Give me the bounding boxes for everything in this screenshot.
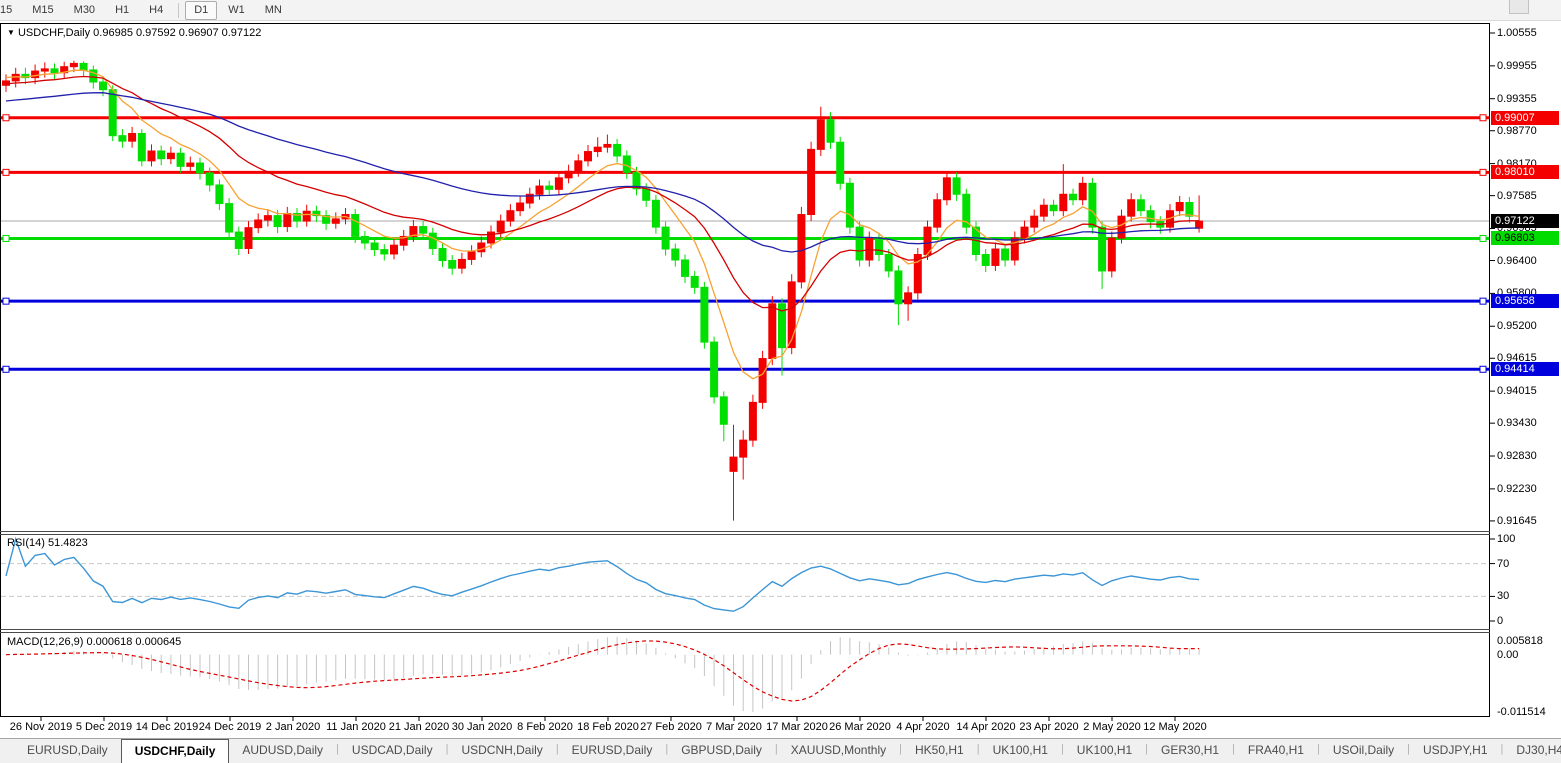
tab-divider: | <box>1500 743 1504 755</box>
timeframe-h1[interactable]: H1 <box>115 3 130 16</box>
timeframe-m30[interactable]: M30 <box>73 3 96 16</box>
tab-dj30-h4[interactable]: DJ30,H4 <box>1516 743 1561 757</box>
macd-histogram <box>15 637 1200 712</box>
toolbar-separator <box>178 2 180 18</box>
horizontal-line-objects[interactable] <box>1 114 1489 373</box>
ma-slow-line <box>5 92 1200 253</box>
tab-eurusd-daily[interactable]: EURUSD,Daily <box>571 743 653 757</box>
tab-divider: | <box>976 743 980 755</box>
tab-divider: | <box>899 743 902 755</box>
chart-tab-bar: EURUSD,Daily USDCHF,Daily AUDUSD,Daily | USD… <box>0 738 1561 763</box>
timeframe-mn[interactable]: MN <box>264 3 282 16</box>
tab-hk50-h1[interactable]: HK50,H1 <box>915 743 964 757</box>
tab-divider: | <box>774 743 778 755</box>
tab-uk100-h1[interactable]: UK100,H1 <box>992 743 1048 757</box>
candlestick-series <box>2 60 1204 521</box>
tab-divider: | <box>1407 743 1411 755</box>
tab-divider: | <box>1060 743 1064 755</box>
tab-ger30-h1[interactable]: GER30,H1 <box>1161 743 1220 757</box>
timeframe-h4[interactable]: H4 <box>149 3 164 16</box>
macd-signal-line <box>5 640 1200 702</box>
tab-xauusd-monthly[interactable]: XAUUSD,Monthly <box>790 743 887 757</box>
tab-divider: | <box>336 743 339 755</box>
tab-divider: | <box>665 743 669 755</box>
tab-usdchf-daily[interactable]: USDCHF,Daily <box>120 739 230 763</box>
ma-mid-line <box>5 75 1200 312</box>
tab-usoil-daily[interactable]: USOil,Daily <box>1332 743 1395 757</box>
tab-divider: | <box>1145 743 1149 755</box>
ma-fast-line <box>5 69 1200 380</box>
timeframe-toolbar: 15 M15 M30 H1 H4 D1 W1 MN <box>0 0 1561 21</box>
tab-divider: | <box>1232 743 1235 755</box>
tab-audusd-daily[interactable]: AUDUSD,Daily <box>242 743 324 757</box>
chart-frame <box>0 23 1490 717</box>
toolbar-corner-box <box>1509 0 1529 14</box>
tab-uk100-h1[interactable]: UK100,H1 <box>1076 743 1133 757</box>
tab-divider: | <box>445 743 449 755</box>
tab-gbpusd-daily[interactable]: GBPUSD,Daily <box>681 743 762 757</box>
tab-usdcnh-daily[interactable]: USDCNH,Daily <box>461 743 543 757</box>
tab-divider: | <box>555 743 559 755</box>
timeframe-m15[interactable]: M15 <box>32 3 54 16</box>
tab-usdjpy-h1[interactable]: USDJPY,H1 <box>1423 743 1488 757</box>
tab-divider: | <box>1316 743 1320 755</box>
tab-eurusd-daily[interactable]: EURUSD,Daily <box>27 743 108 757</box>
timeframe-15[interactable]: 15 <box>0 3 13 16</box>
timeframe-w1[interactable]: W1 <box>228 3 245 16</box>
rsi-line <box>5 536 1200 612</box>
tab-fra40-h1[interactable]: FRA40,H1 <box>1247 743 1304 757</box>
tab-usdcad-daily[interactable]: USDCAD,Daily <box>351 743 433 757</box>
timeframe-d1[interactable]: D1 <box>185 0 218 20</box>
